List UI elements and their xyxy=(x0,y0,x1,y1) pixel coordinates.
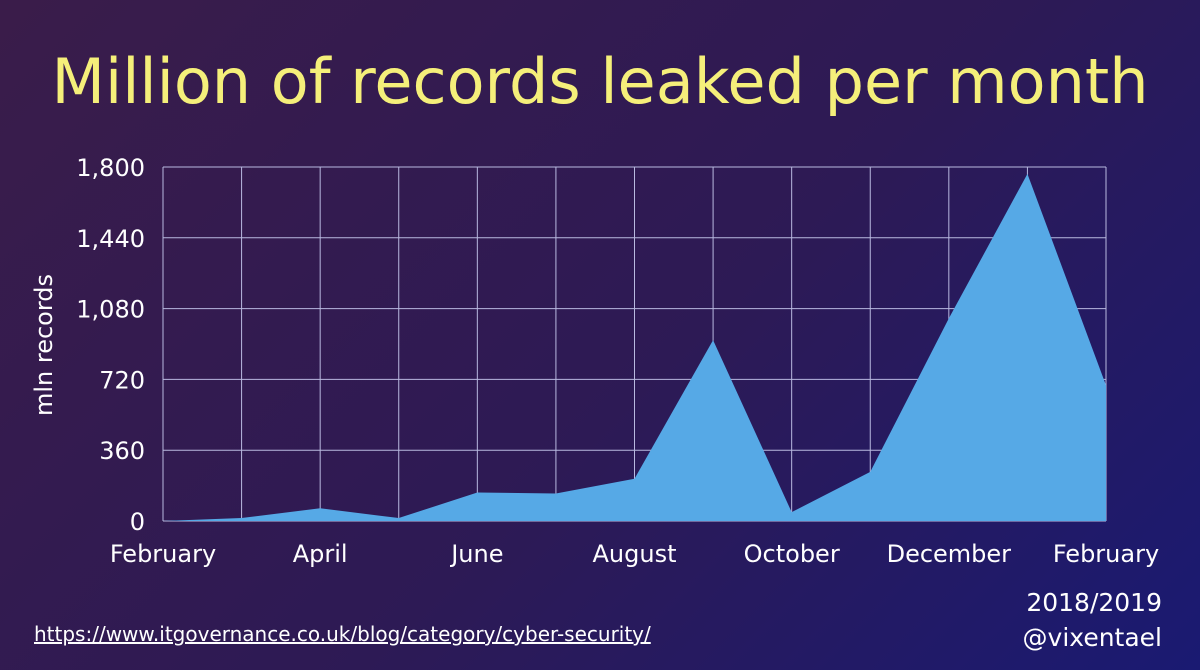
x-tick-label: June xyxy=(449,540,503,568)
period-label: 2018/2019 xyxy=(1026,588,1162,617)
x-tick-label: April xyxy=(293,540,348,568)
x-tick-label: October xyxy=(744,540,840,568)
y-tick-label: 720 xyxy=(99,366,145,394)
x-tick-labels: February April June August October December Fe… xyxy=(110,540,1159,568)
author-handle: @vixentael xyxy=(1022,623,1162,652)
y-tick-label: 1,800 xyxy=(76,154,145,182)
y-tick-label: 1,440 xyxy=(76,225,145,253)
x-tick-label: February xyxy=(110,540,216,568)
y-tick-labels: 0 360 720 1,080 1,440 1,800 xyxy=(76,154,145,536)
y-axis-label: mln records xyxy=(30,274,58,416)
x-tick-label: February xyxy=(1053,540,1159,568)
area-layer xyxy=(163,173,1106,521)
y-tick-label: 360 xyxy=(99,437,145,465)
y-tick-label: 0 xyxy=(130,508,145,536)
x-tick-label: December xyxy=(887,540,1012,568)
area-series xyxy=(163,173,1106,521)
source-link[interactable]: https://www.itgovernance.co.uk/blog/cate… xyxy=(34,622,651,646)
x-tick-label: August xyxy=(593,540,677,568)
chart-title: Million of records leaked per month xyxy=(51,45,1149,118)
y-tick-label: 1,080 xyxy=(76,296,145,324)
